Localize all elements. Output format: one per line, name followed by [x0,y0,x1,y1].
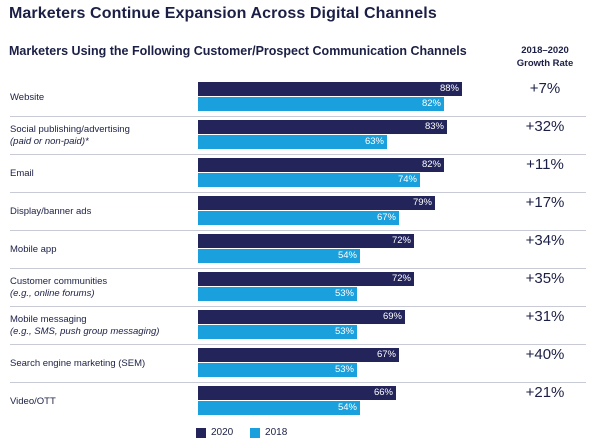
bar-2020: 72% [198,234,414,248]
growth-rate-value: +35% [525,270,565,287]
bar-2020: 67% [198,348,399,362]
bar-value-2020: 88% [439,83,459,94]
bar-value-2020: 83% [424,121,444,132]
legend-swatch-2020 [196,427,206,438]
row-divider [10,192,586,193]
bar-2018: 82% [198,97,444,111]
growth-rate-value: +11% [526,156,564,173]
bar-value-2018: 63% [364,136,384,147]
bar-2018: 53% [198,287,357,301]
bar-value-2020: 82% [421,159,441,170]
bar-value-2018: 54% [337,250,357,261]
bar-2020: 83% [198,120,447,134]
row-divider [10,344,586,345]
growth-rate-value: +17% [525,194,565,211]
category-label: Video/OTT [10,396,195,408]
chart-legend: 2020 2018 [196,427,301,441]
legend-swatch-2018 [250,427,261,438]
bar-value-2020: 79% [412,197,432,208]
category-label-line: Video/OTT [10,396,56,407]
category-label: Email [10,168,195,180]
growth-rate-value: +21% [525,384,565,401]
category-label-line: Mobile app [10,244,57,255]
bar-2020: 82% [198,158,444,172]
category-label-line: Search engine marketing (SEM) [10,358,146,369]
category-label: Mobile app [10,244,195,256]
bar-value-2018: 53% [334,364,354,375]
bar-2018: 53% [198,363,357,377]
row-divider [10,306,586,307]
growth-header-line-1: 2018–2020 [521,45,569,56]
bar-value-2020: 66% [373,387,393,398]
growth-header-line-2: Growth Rate [516,58,574,69]
legend-label-2018: 2018 [265,427,288,438]
bar-2018: 67% [198,211,399,225]
category-label-line: (paid or non-paid)* [10,136,89,147]
growth-rate-header: 2018–2020 Growth Rate [506,44,584,70]
category-label-line: Website [10,92,45,103]
category-label-line: (e.g., SMS, push group messaging) [10,326,160,337]
category-label-line: Mobile messaging [10,314,87,325]
bar-2020: 69% [198,310,405,324]
legend-item-2020: 2020 [196,427,233,438]
bar-value-2020: 69% [382,311,402,322]
category-label: Customer communities (e.g., online forums… [10,276,195,300]
growth-rate-value: +32% [525,118,565,135]
bar-value-2020: 72% [391,235,411,246]
bar-2018: 53% [198,325,357,339]
bar-2018: 63% [198,135,387,149]
bar-value-2018: 53% [334,326,354,337]
bar-value-2018: 82% [421,98,441,109]
bar-2018: 74% [198,173,420,187]
row-divider [10,154,586,155]
category-label: Website [10,92,195,104]
bar-2020: 72% [198,272,414,286]
bar-value-2018: 53% [334,288,354,299]
category-label-line: Email [10,168,34,179]
bar-2020: 79% [198,196,435,210]
growth-rate-value: +34% [525,232,565,249]
row-divider [10,382,586,383]
category-label: Search engine marketing (SEM) [10,358,195,370]
row-divider [10,230,586,231]
growth-rate-value: +40% [525,346,565,363]
bar-2018: 54% [198,249,360,263]
category-label-line: Social publishing/advertising [10,124,130,135]
category-label: Display/banner ads [10,206,195,218]
category-label-line: (e.g., online forums) [10,288,95,299]
bar-value-2020: 67% [376,349,396,360]
bar-value-2018: 54% [337,402,357,413]
bar-value-2018: 67% [376,212,396,223]
category-label: Social publishing/advertising (paid or no… [10,124,195,148]
chart-subtitle: Marketers Using the Following Customer/P… [9,44,467,58]
category-label: Mobile messaging (e.g., SMS, push group m… [10,314,195,338]
category-label-line: Display/banner ads [10,206,92,217]
category-label-line: Customer communities [10,276,108,287]
bar-value-2018: 74% [397,174,417,185]
bar-2020: 66% [198,386,396,400]
legend-label-2020: 2020 [211,427,234,438]
row-divider [10,268,586,269]
bar-2020: 88% [198,82,462,96]
chart-title: Marketers Continue Expansion Across Digi… [9,5,437,22]
growth-rate-value: +7% [529,80,561,97]
bar-2018: 54% [198,401,360,415]
legend-item-2018: 2018 [250,427,287,438]
bar-value-2020: 72% [391,273,411,284]
row-divider [10,116,586,117]
growth-rate-value: +31% [525,308,565,325]
